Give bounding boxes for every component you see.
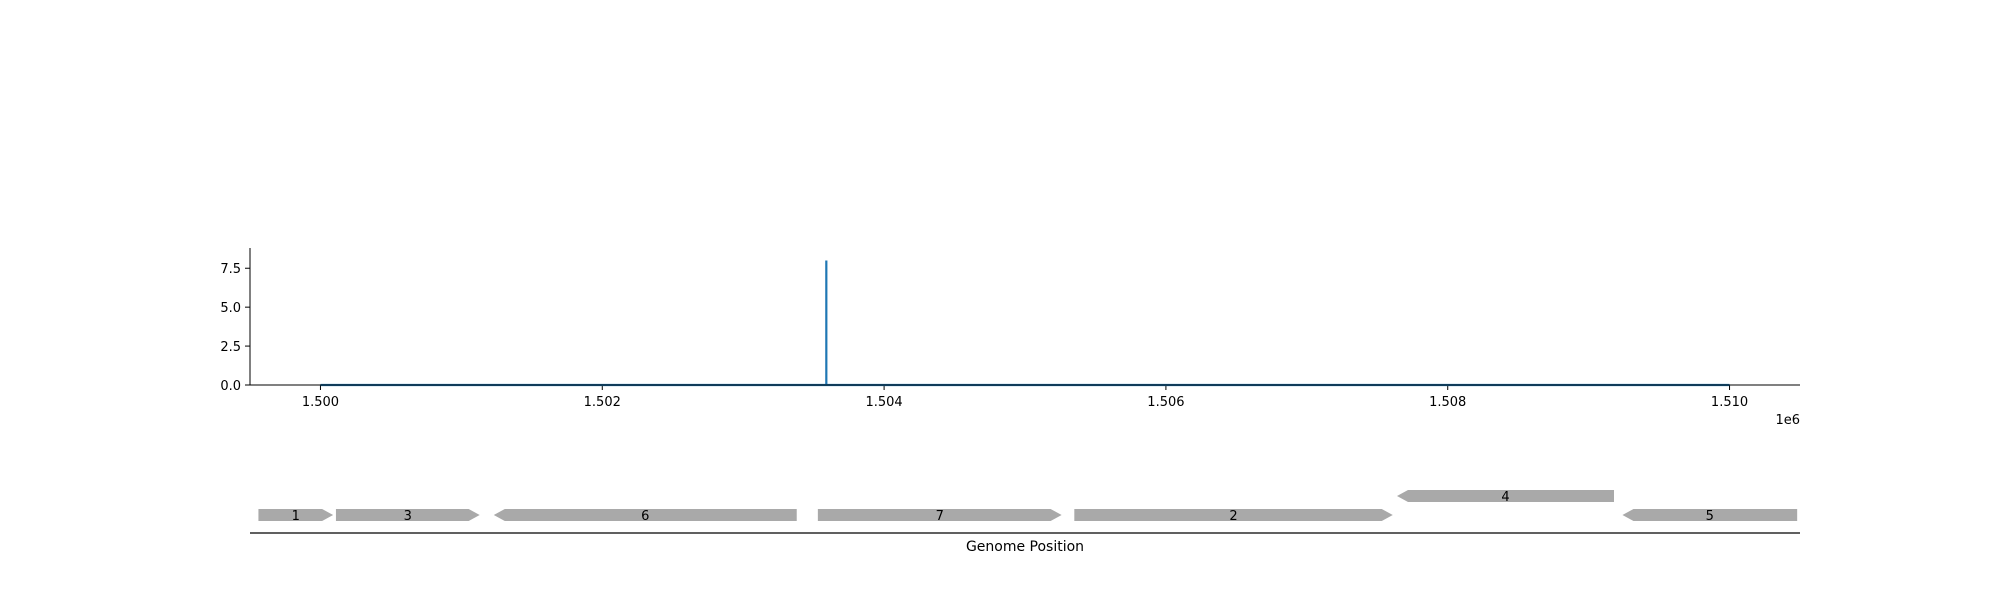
gene-label: 7 <box>936 509 944 524</box>
gene-arrow <box>817 509 1062 521</box>
y-tick-label: 0.0 <box>220 379 241 394</box>
gene-track: 1 3 6 7 2 4 5 Genome Position <box>250 490 1800 555</box>
y-tick-label: 5.0 <box>220 301 241 316</box>
gene-feature: 4 <box>1397 490 1614 505</box>
x-tick-label: 1.500 <box>302 395 339 410</box>
gene-label: 3 <box>404 509 412 524</box>
gene-features: 1 3 6 7 2 4 5 <box>258 490 1798 524</box>
gene-feature: 1 <box>258 509 334 524</box>
gene-feature: 6 <box>493 509 797 524</box>
x-tick-label: 1.506 <box>1147 395 1184 410</box>
coverage-line <box>320 260 1730 387</box>
gene-arrow <box>493 509 797 521</box>
coverage-series <box>320 260 1730 387</box>
gene-arrow <box>1622 509 1798 521</box>
gene-arrow <box>1397 490 1614 502</box>
coverage-plot: 1.500 1.502 1.504 1.506 1.508 1.510 0.0 2.5 5.0… <box>220 248 1800 428</box>
gene-label: 5 <box>1706 509 1714 524</box>
x-tick-label: 1.510 <box>1711 395 1748 410</box>
y-tick-label: 7.5 <box>220 262 241 277</box>
gene-feature: 2 <box>1074 509 1393 524</box>
x-tick-label: 1.502 <box>584 395 621 410</box>
x-tick-label: 1.504 <box>865 395 902 410</box>
gene-arrow <box>258 509 334 521</box>
gene-label: 6 <box>641 509 649 524</box>
x-tick-label: 1.508 <box>1429 395 1466 410</box>
gene-feature: 7 <box>817 509 1062 524</box>
y-tick-label: 2.5 <box>220 340 241 355</box>
gene-label: 4 <box>1501 490 1509 505</box>
x-axis-ticks: 1.500 1.502 1.504 1.506 1.508 1.510 <box>302 385 1748 410</box>
gene-feature: 5 <box>1622 509 1798 524</box>
y-axis-ticks: 0.0 2.5 5.0 7.5 <box>220 262 250 394</box>
gene-label: 2 <box>1229 509 1237 524</box>
x-axis-label: Genome Position <box>966 539 1084 555</box>
x-axis-offset-label: 1e6 <box>1775 413 1800 428</box>
gene-feature: 3 <box>335 509 480 524</box>
gene-arrow <box>335 509 480 521</box>
gene-arrow <box>1074 509 1393 521</box>
gene-label: 1 <box>292 509 300 524</box>
